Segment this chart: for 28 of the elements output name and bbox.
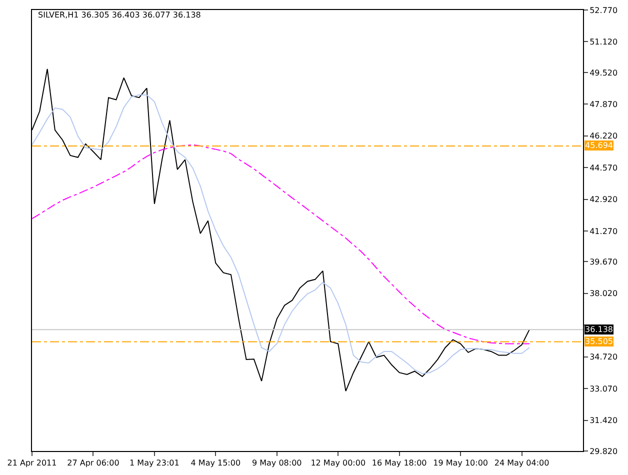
ref-line-label: 45.694 — [585, 141, 613, 150]
y-tick-label: 31.420 — [590, 416, 618, 426]
line-series — [32, 144, 530, 344]
y-tick-label: 39.670 — [590, 258, 618, 267]
y-tick-label: 34.720 — [590, 352, 618, 362]
y-tick-label: 38.020 — [590, 289, 618, 298]
x-tick-label: 9 May 08:00 — [252, 458, 302, 468]
y-tick-label: 46.220 — [590, 132, 618, 141]
x-tick-label: 19 May 10:00 — [433, 458, 488, 468]
chart-title: SILVER,H1 36.305 36.403 36.077 36.138 — [38, 10, 201, 20]
x-tick-label: 24 May 04:00 — [494, 458, 550, 468]
y-tick-label: 49.520 — [590, 68, 618, 78]
x-tick-label: 12 May 00:00 — [310, 458, 366, 468]
y-tick-label: 44.570 — [590, 163, 618, 172]
ref-line-label: 35.505 — [585, 337, 613, 346]
y-tick-label: 33.070 — [590, 384, 618, 394]
y-tick-label: 47.870 — [590, 100, 618, 109]
ref-line-label: 36.138 — [585, 325, 613, 334]
x-tick-label: 16 May 18:00 — [372, 458, 427, 468]
y-tick-label: 52.770 — [590, 6, 618, 15]
y-tick-label: 41.270 — [590, 226, 618, 236]
y-tick-label: 51.120 — [590, 38, 618, 47]
x-tick-label: 21 Apr 2011 — [7, 458, 57, 468]
x-tick-label: 1 May 23:01 — [130, 458, 180, 468]
y-tick-label: 29.820 — [590, 446, 618, 456]
y-tick-label: 42.920 — [590, 195, 618, 204]
x-tick-label: 27 Apr 06:00 — [67, 458, 120, 468]
x-tick-label: 4 May 15:00 — [190, 458, 241, 468]
